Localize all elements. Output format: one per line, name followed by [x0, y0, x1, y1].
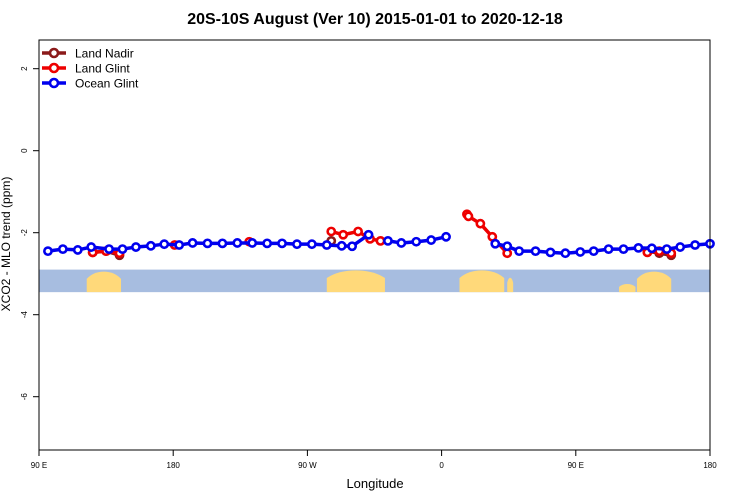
data-point-ocean-glint: [321, 240, 332, 250]
series-line-land-glint: [465, 213, 509, 255]
land-region-1: [326, 270, 385, 293]
data-point-ocean-glint: [72, 245, 83, 255]
x-axis-label: Longitude: [346, 476, 403, 491]
data-point-ocean-glint: [661, 244, 672, 254]
data-point-ocean-glint: [560, 248, 571, 259]
data-point-ocean-glint: [363, 229, 374, 240]
data-point-ocean-glint: [490, 238, 501, 249]
data-point-ocean-glint: [336, 240, 347, 251]
data-point-ocean-glint: [396, 238, 407, 248]
y-axis-ticks: 2 0 -2 -4 -6: [20, 66, 39, 400]
legend-label: Land Glint: [75, 62, 130, 76]
data-point-ocean-glint: [202, 238, 213, 249]
data-point-ocean-glint: [187, 238, 198, 248]
data-point-ocean-glint: [603, 244, 614, 254]
data-point-land-glint: [338, 229, 349, 240]
data-point-ocean-glint: [575, 247, 586, 257]
chart-title: 20S-10S August (Ver 10) 2015-01-01 to 20…: [187, 11, 563, 28]
data-point-ocean-glint: [262, 238, 273, 249]
data-point-ocean-glint: [292, 239, 302, 250]
data-point-ocean-glint: [530, 246, 541, 257]
x-axis-ticks: 90 E 180 90 W 0 90 E 180: [31, 450, 717, 470]
data-point-ocean-glint: [545, 247, 556, 258]
data-point-ocean-glint: [675, 242, 686, 252]
y-tick-label: 0: [20, 148, 29, 153]
series-ocean-glint: [43, 229, 715, 259]
data-point-ocean-glint: [588, 246, 599, 257]
x-tick-label: 0: [439, 461, 444, 470]
legend-label: Ocean Glint: [75, 77, 139, 91]
data-point-ocean-glint: [57, 244, 68, 254]
data-point-ocean-glint: [690, 240, 700, 250]
data-point-ocean-glint: [131, 242, 141, 252]
y-tick-label: -2: [20, 229, 29, 237]
x-tick-label: 90 E: [568, 461, 584, 470]
series-layer: [43, 209, 715, 261]
legend-marker: [48, 77, 60, 89]
x-tick-label: 90 E: [31, 461, 47, 470]
legend-label: Land Nadir: [75, 47, 134, 61]
data-point-land-glint: [463, 211, 474, 222]
data-point-ocean-glint: [159, 239, 170, 250]
data-point-ocean-glint: [502, 241, 513, 252]
data-point-ocean-glint: [514, 246, 525, 257]
data-point-land-glint: [326, 226, 337, 237]
data-point-ocean-glint: [618, 244, 629, 254]
x-tick-label: 180: [703, 461, 717, 470]
data-point-ocean-glint: [306, 239, 317, 250]
legend-item-ocean-glint: Ocean Glint: [42, 77, 139, 91]
y-axis-label: XCO2 - MLO trend (ppm): [0, 177, 13, 312]
x-tick-label: 180: [167, 461, 181, 470]
data-point-ocean-glint: [633, 242, 644, 253]
data-point-ocean-glint: [145, 240, 156, 251]
series-line-ocean-glint: [494, 242, 711, 255]
data-point-ocean-glint: [426, 235, 437, 245]
data-point-ocean-glint: [646, 243, 657, 254]
data-point-ocean-glint: [217, 238, 228, 249]
y-tick-label: -6: [20, 393, 29, 401]
data-point-ocean-glint: [347, 241, 358, 252]
data-point-ocean-glint: [411, 236, 422, 247]
data-point-land-glint: [475, 218, 486, 229]
legend-item-land-nadir: Land Nadir: [42, 47, 134, 61]
data-point-ocean-glint: [174, 240, 185, 250]
landmask-strip: [39, 269, 710, 293]
legend-marker: [48, 47, 60, 59]
land-region-4: [619, 283, 636, 293]
legend-item-land-glint: Land Glint: [42, 62, 130, 76]
land-region-2: [459, 270, 505, 293]
data-point-ocean-glint: [247, 238, 258, 248]
legend-marker: [48, 62, 60, 74]
land-region-0: [86, 271, 122, 293]
x-tick-label: 90 W: [298, 461, 317, 470]
y-tick-label: 2: [20, 66, 29, 71]
data-point-ocean-glint: [383, 235, 393, 246]
land-region-5: [636, 271, 672, 293]
plot-frame: [38, 39, 711, 451]
data-point-ocean-glint: [117, 244, 128, 254]
data-point-ocean-glint: [104, 244, 114, 254]
land-region-3: [507, 277, 514, 293]
data-point-ocean-glint: [232, 238, 243, 248]
data-point-ocean-glint: [43, 246, 53, 257]
data-point-ocean-glint: [441, 231, 451, 242]
y-tick-label: -4: [20, 311, 29, 319]
data-point-land-glint: [375, 235, 386, 246]
data-point-ocean-glint: [86, 242, 97, 252]
data-point-land-glint: [353, 226, 363, 237]
data-point-ocean-glint: [277, 238, 287, 249]
